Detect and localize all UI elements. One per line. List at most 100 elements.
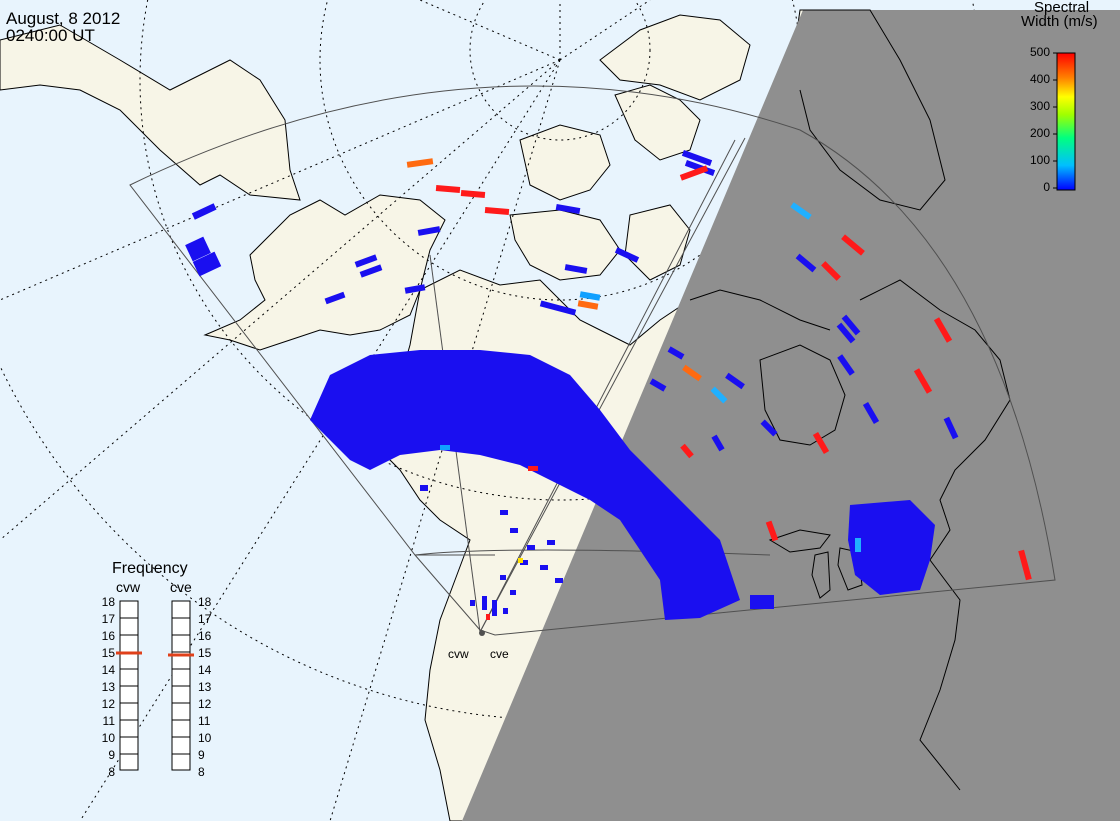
red-cell (486, 614, 490, 620)
outline-hudson-night (759, 344, 846, 446)
colorbar-tick-label: 500 (1029, 45, 1050, 59)
cyan-cell (855, 538, 861, 552)
scatter-cell (500, 510, 508, 515)
scatter-cell (539, 300, 577, 316)
freq-tick-right: 14 (198, 663, 212, 677)
scatter-cell (420, 485, 428, 491)
land-arctic-2 (614, 84, 701, 161)
scatter-cell (681, 150, 713, 166)
scatter-cell (417, 226, 441, 236)
scatter-cell (564, 264, 588, 274)
scatter-cell (795, 253, 817, 273)
freq-tick-right: 10 (198, 731, 212, 745)
scatter-cell (192, 251, 222, 277)
cyan-cell (710, 386, 728, 404)
orange-cell (577, 300, 599, 310)
backscatter (185, 150, 1032, 620)
scatter-cell (555, 578, 563, 583)
scatter-cell (510, 528, 518, 533)
red-cell (435, 184, 461, 194)
red-cell (821, 261, 841, 281)
red-cell (812, 431, 830, 455)
colorbar-tick-label: 400 (1029, 72, 1050, 86)
freq-tick-right: 9 (198, 748, 205, 762)
red-cell (841, 234, 865, 256)
freq-tick-right: 8 (198, 765, 205, 779)
scatter-cell (943, 416, 959, 440)
colorbar-tick-label: 300 (1029, 99, 1050, 113)
colorbar-tick-label: 100 (1029, 153, 1050, 167)
colorbar-title-line1: Spectral (1034, 0, 1090, 16)
radar-fov (129, 85, 1056, 636)
scatter-cell (520, 560, 528, 565)
meridian-6 (559, 0, 651, 61)
colorbar-gradient (1056, 52, 1076, 191)
scatter-cell (649, 378, 667, 392)
scatter-cell (725, 372, 745, 390)
scatter-cell (404, 284, 426, 294)
freq-tick-right: 15 (198, 646, 212, 660)
colorbar-tick-label: 0 (1043, 180, 1050, 194)
scatter-cell (862, 401, 880, 425)
scatter-cell (354, 254, 378, 268)
land-arctic-1 (519, 124, 611, 201)
freq-tick-right: 11 (198, 714, 211, 728)
scatter-cell (470, 600, 475, 606)
freq-tick-left: 16 (101, 629, 115, 643)
scatter-cell (185, 236, 211, 262)
scatter-cell (527, 545, 535, 550)
scatter-cell (503, 608, 508, 614)
scatter-cell (482, 596, 487, 610)
scatter-cell (492, 600, 497, 616)
colorbar-ticks (1053, 52, 1057, 189)
yellow-cell (518, 558, 523, 563)
red-cell (933, 317, 953, 343)
land-arctic-5 (599, 14, 751, 101)
red-cell (765, 520, 779, 542)
site-label-cve: cve (490, 647, 509, 661)
red-cell (679, 165, 709, 181)
freq-tick-left: 17 (101, 612, 115, 626)
backscatter-east-cluster (848, 500, 935, 595)
scatter-cell (711, 434, 725, 452)
scatter-cell (510, 590, 516, 595)
scatter-cell (324, 291, 346, 305)
freq-tick-left: 11 (102, 714, 115, 728)
orange-cell (682, 364, 702, 382)
colorbar-tick-label: 200 (1029, 126, 1050, 140)
colorbar-title-line2: Width (m/s) (1021, 13, 1098, 30)
freq-tick-right: 17 (198, 612, 212, 626)
night-land-outlines (689, 9, 1011, 791)
red-cell (680, 443, 694, 459)
freq-tick-left: 15 (101, 646, 115, 660)
cyan-cell (790, 202, 812, 220)
freq-tick-right: 18 (198, 595, 212, 609)
scatter-cell (555, 203, 581, 215)
time-label: 0240:00 UT (6, 26, 95, 45)
red-cell (484, 206, 510, 216)
freq-tick-left: 12 (101, 697, 115, 711)
meridian-4 (419, 0, 561, 61)
freq-tick-left: 10 (101, 731, 115, 745)
land-alaska (203, 194, 446, 351)
freq-tick-right: 12 (198, 697, 212, 711)
freq-tick-left: 13 (101, 680, 115, 694)
night-shading[interactable] (462, 10, 1120, 821)
scatter-cell (547, 540, 555, 545)
freq-tick-left: 8 (108, 765, 115, 779)
radar-site-marker[interactable] (479, 630, 485, 636)
frequency-bar-divisions (120, 617, 190, 755)
scatter-cell (750, 595, 774, 609)
scatter-cell (837, 354, 855, 376)
red-cell (1018, 549, 1032, 581)
outline-labrador (689, 289, 831, 331)
red-cell (913, 368, 933, 394)
scatter-cell (841, 314, 861, 336)
scatter-cell (191, 203, 217, 220)
frequency-markers (116, 651, 194, 657)
backscatter-main-band (310, 350, 740, 620)
site-label-cvw: cvw (448, 647, 469, 661)
freq-tick-left: 18 (101, 595, 115, 609)
land-arctic-3 (509, 209, 621, 281)
